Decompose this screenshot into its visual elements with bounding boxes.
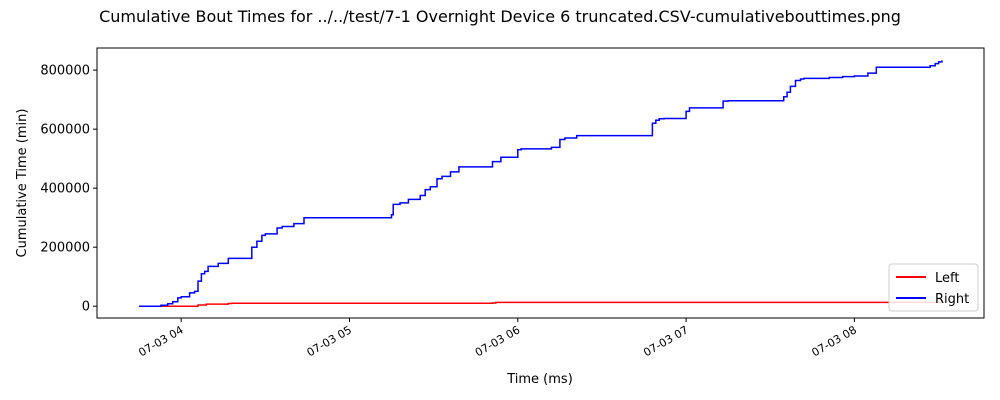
legend-label-right: Right <box>935 292 969 307</box>
series-line-right <box>139 60 943 307</box>
y-tick-label: 0 <box>82 300 90 315</box>
y-tick-label: 400000 <box>40 182 90 197</box>
plot-lines <box>139 60 944 307</box>
x-tick-label: 07-03 05 <box>305 323 354 359</box>
legend: Left Right <box>888 263 979 312</box>
x-tick-label: 07-03 07 <box>641 323 690 359</box>
x-tick-label: 07-03 04 <box>136 323 185 359</box>
chart-title: Cumulative Bout Times for ../../test/7-1… <box>99 7 901 26</box>
legend-box <box>888 263 979 312</box>
y-tick-label: 600000 <box>40 123 90 138</box>
x-axis: 07-03 04 07-03 05 07-03 06 07-03 07 07-03 08 <box>136 318 859 359</box>
legend-label-left: Left <box>935 271 959 286</box>
y-tick-label: 200000 <box>40 241 90 256</box>
x-tick-label: 07-03 06 <box>473 323 522 359</box>
x-axis-label: Time (ms) <box>506 372 573 387</box>
y-axis: 0 200000 400000 600000 800000 <box>40 64 97 315</box>
y-axis-label: Cumulative Time (min) <box>15 109 30 258</box>
y-tick-label: 800000 <box>40 64 90 79</box>
plot-area-frame <box>96 47 985 319</box>
x-tick-label: 07-03 08 <box>810 323 859 359</box>
series-line-left <box>139 301 944 307</box>
